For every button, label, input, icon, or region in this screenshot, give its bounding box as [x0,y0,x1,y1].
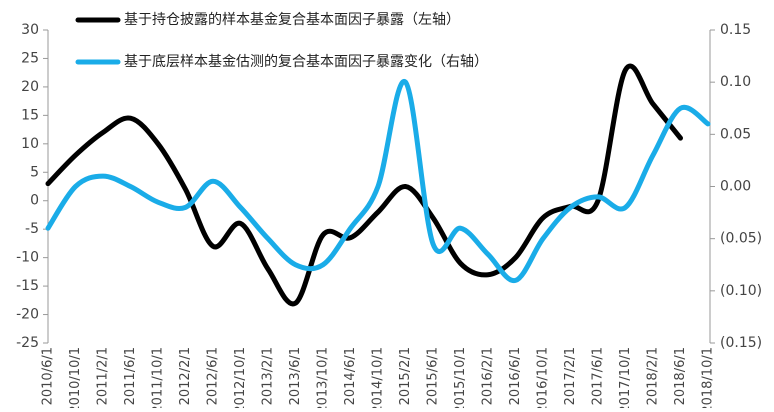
x-tick-label: 2011/2/1 [96,347,111,405]
legend-label: 基于持仓披露的样本基金复合基本面因子暴露（左轴） [124,11,460,28]
x-tick-label: 2012/10/1 [233,347,248,408]
y-tick-label: 5 [30,164,39,180]
y2-tick-label: 0.15 [720,22,751,38]
x-tick-label: 2015/10/1 [453,347,468,408]
x-tick-label: 2014/6/1 [343,347,358,405]
y2-tick-label: (0.10) [720,283,762,299]
y-tick-label: -5 [25,221,39,237]
x-tick-label: 2015/6/1 [426,347,441,405]
y-tick-label: 20 [21,79,39,95]
x-tick-label: 2012/2/1 [178,347,193,405]
x-tick-label: 2016/6/1 [508,347,523,405]
x-tick-label: 2010/6/1 [41,347,56,405]
x-tick-label: 2018/10/1 [701,347,716,408]
y2-tick-label: (0.05) [720,231,762,247]
y2-tick-label: 0.10 [720,74,751,90]
x-tick-label: 2018/6/1 [673,347,688,405]
x-tick-label: 2016/2/1 [481,347,496,405]
y2-tick-label: (0.15) [720,335,762,351]
x-tick-label: 2013/10/1 [316,347,331,408]
y-tick-label: 30 [21,22,39,38]
y2-tick-label: 0.00 [720,179,751,195]
x-tick-label: 2017/6/1 [591,347,606,405]
x-tick-label: 2010/10/1 [68,347,83,408]
x-tick-label: 2017/10/1 [618,347,633,408]
x-tick-label: 2017/2/1 [563,347,578,405]
legend-label: 基于底层样本基金估测的复合基本面因子暴露变化（右轴） [124,53,488,70]
x-tick-label: 2012/6/1 [206,347,221,405]
x-tick-label: 2011/10/1 [151,347,166,408]
x-tick-label: 2016/10/1 [536,347,551,408]
y-tick-label: -10 [16,250,39,266]
series-line [45,63,683,307]
x-tick-label: 2013/2/1 [261,347,276,405]
y2-tick-label: 0.05 [720,126,751,142]
x-tick-label: 2011/6/1 [123,347,138,405]
y-tick-label: -20 [16,307,39,323]
x-tick-label: 2015/2/1 [398,347,413,405]
y-tick-label: 15 [21,107,39,123]
y-tick-label: 10 [21,136,39,152]
y-tick-label: -25 [16,335,39,351]
y-tick-label: -15 [16,278,39,294]
y-tick-label: 0 [30,193,39,209]
x-tick-label: 2014/10/1 [371,347,386,408]
x-tick-label: 2018/2/1 [646,347,661,405]
x-tick-label: 2013/6/1 [288,347,303,405]
y-tick-label: 25 [21,50,39,66]
series-line [45,79,711,283]
